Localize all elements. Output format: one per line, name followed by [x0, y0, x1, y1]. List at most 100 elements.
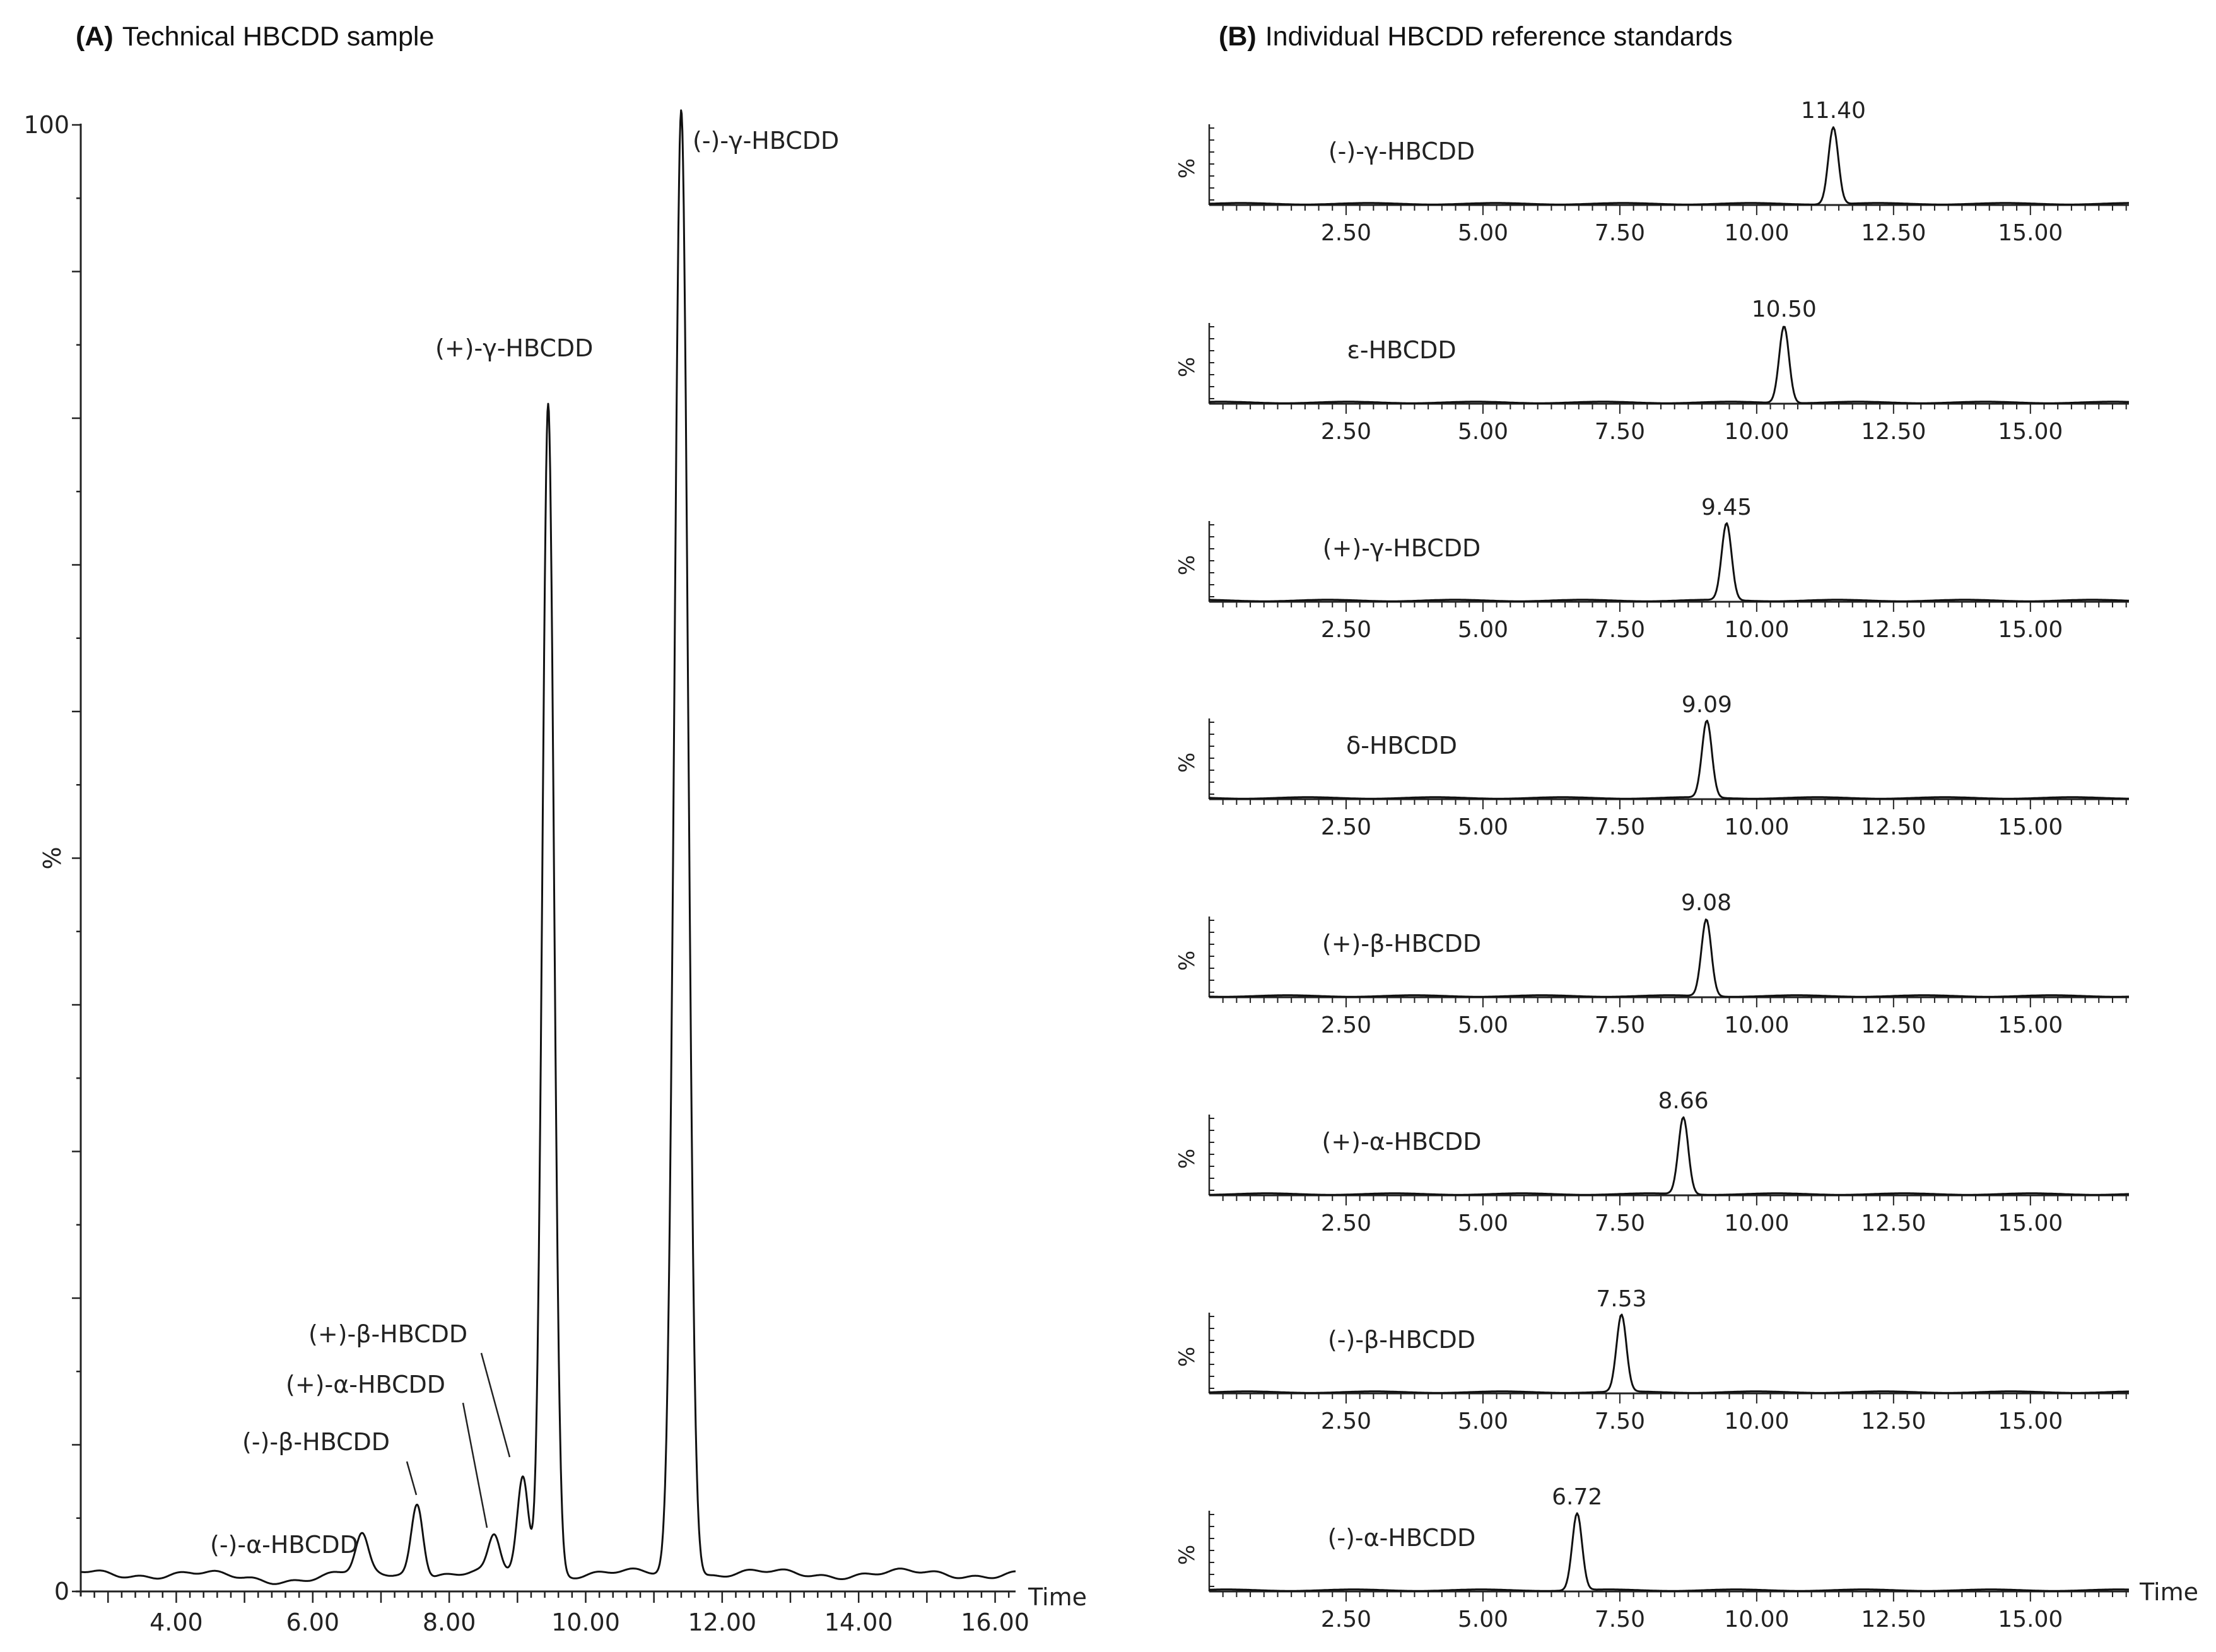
- panel-b-chromatogram-trace: [1209, 1512, 2130, 1592]
- panel-b-x-tick-label: 7.50: [1595, 617, 1645, 643]
- panel-b-y-axis-label: %: [1175, 753, 1200, 773]
- panel-b-x-tick-label: 2.50: [1321, 220, 1371, 246]
- panel-a-peak-label: (-)-γ-HBCDD: [693, 127, 839, 155]
- panel-b-x-tick-label: 12.50: [1861, 220, 1926, 246]
- panel-b-x-tick-label: 7.50: [1595, 220, 1645, 246]
- panel-b-chromatogram-trace: [1209, 325, 2130, 404]
- panel-a-x-tick-label: 10.00: [551, 1608, 620, 1636]
- panel-b-x-tick-label: 12.50: [1861, 419, 1926, 445]
- panel-b-x-tick-label: 12.50: [1861, 1210, 1926, 1236]
- panel-b-x-tick-label: 5.00: [1458, 1012, 1508, 1038]
- panel-b-x-tick-label: 5.00: [1458, 220, 1508, 246]
- panel-b-title: (B) Individual HBCDD reference standards: [1219, 21, 1733, 52]
- panel-b-y-axis-label: %: [1175, 951, 1200, 971]
- panel-b-x-tick-label: 15.00: [1998, 1607, 2063, 1632]
- panel-a-peak-leader-line: [480, 1352, 511, 1458]
- panel-b-peak-retention-label: 7.53: [1596, 1286, 1646, 1312]
- panel-b-x-tick-label: 15.00: [1998, 1409, 2063, 1434]
- panel-b-chromatogram-trace: [1209, 126, 2129, 206]
- panel-b-x-tick-label: 12.50: [1861, 1012, 1926, 1038]
- panel-b-peak-retention-label: 9.08: [1681, 890, 1732, 916]
- panel-b-title-text: Individual HBCDD reference standards: [1265, 21, 1733, 52]
- panel-b-x-tick-label: 7.50: [1595, 814, 1645, 840]
- panel-b-chromatogram-trace: [1209, 918, 2130, 998]
- panel-b-y-axis-label: %: [1175, 158, 1200, 179]
- panel-b-series-name: (-)-α-HBCDD: [1328, 1524, 1476, 1552]
- panel-b-x-tick-label: 7.50: [1595, 1607, 1645, 1632]
- panel-b-chromatogram-trace: [1209, 720, 2129, 800]
- panel-b-x-tick-label: 15.00: [1998, 617, 2063, 643]
- panel-b-peak-retention-label: 6.72: [1552, 1484, 1602, 1510]
- panel-a-peak-label: (+)-α-HBCDD: [286, 1371, 445, 1398]
- panel-b-peak-retention-label: 9.09: [1682, 692, 1732, 718]
- panel-a-x-tick-label: 6.00: [286, 1608, 339, 1636]
- panel-a-x-tick-label: 16.00: [961, 1608, 1029, 1636]
- panel-b-y-axis-label: %: [1175, 1149, 1200, 1169]
- panel-b-x-tick-label: 5.00: [1458, 814, 1508, 840]
- panel-b-title-tag: (B): [1219, 21, 1257, 52]
- panel-b-x-tick-label: 10.00: [1724, 1607, 1789, 1632]
- panel-a-chart: 0 100% 4.00 6.00 8.00 10.00 12.00 14.00 16.00Tim…: [23, 109, 1087, 1636]
- panel-b-x-tick-label: 10.00: [1724, 1409, 1789, 1434]
- panel-b-charts: % 2.50 5.00 7.50 10.00 12.50 15.00 11.40 (-)-γ-H…: [1175, 98, 2198, 1632]
- panel-b-y-axis-label: %: [1175, 357, 1200, 377]
- panel-b-peak-retention-label: 9.45: [1701, 495, 1752, 520]
- panel-b-chromatogram-trace: [1209, 1313, 2130, 1394]
- panel-b-x-tick-label: 12.50: [1861, 1409, 1926, 1434]
- panel-b-subplot: % 2.50 5.00 7.50 10.00 12.50 15.00 8.66 (+)-α-HB…: [1175, 1088, 2130, 1236]
- panel-b-series-name: (-)-β-HBCDD: [1328, 1326, 1475, 1354]
- panel-b-x-tick-label: 2.50: [1321, 1210, 1371, 1236]
- panel-b-x-tick-label: 15.00: [1998, 1210, 2063, 1236]
- panel-b-x-tick-label: 5.00: [1458, 1210, 1508, 1236]
- panel-a-x-tick-label: 14.00: [824, 1608, 893, 1636]
- panel-a-chromatogram-trace: [80, 109, 1016, 1585]
- panel-a-y-tick-label: 0: [54, 1578, 69, 1605]
- panel-a-x-axis-label: Time: [1028, 1583, 1087, 1611]
- panel-b-x-tick-label: 7.50: [1595, 1409, 1645, 1434]
- panel-a-y-tick-label: 100: [23, 111, 69, 139]
- panel-b-x-tick-label: 15.00: [1998, 220, 2063, 246]
- panel-b-x-tick-label: 2.50: [1321, 419, 1371, 445]
- panel-a-title-tag: (A): [76, 21, 114, 52]
- panel-b-chromatogram-trace: [1209, 1116, 2130, 1196]
- panel-b-series-name: (+)-γ-HBCDD: [1323, 534, 1480, 562]
- panel-b-x-tick-label: 10.00: [1724, 617, 1789, 643]
- panel-b-y-axis-label: %: [1175, 555, 1200, 575]
- panel-b-x-tick-label: 7.50: [1595, 1210, 1645, 1236]
- panel-b-x-tick-label: 7.50: [1595, 1012, 1645, 1038]
- panel-b-x-tick-label: 2.50: [1321, 1409, 1371, 1434]
- panel-b-series-name: (-)-γ-HBCDD: [1328, 138, 1475, 165]
- panel-b-series-name: δ-HBCDD: [1346, 732, 1457, 759]
- panel-b-x-tick-label: 2.50: [1321, 617, 1371, 643]
- panel-a-x-tick-label: 8.00: [423, 1608, 476, 1636]
- panel-b-peak-retention-label: 10.50: [1752, 296, 1817, 322]
- panel-b-x-tick-label: 10.00: [1724, 814, 1789, 840]
- panel-b-subplot: % 2.50 5.00 7.50 10.00 12.50 15.00 9.45 (+)-γ-HB…: [1175, 495, 2130, 643]
- panel-a-x-tick-label: 4.00: [149, 1608, 203, 1636]
- panel-a-peak-label: (+)-β-HBCDD: [308, 1320, 467, 1348]
- panel-b-x-tick-label: 15.00: [1998, 419, 2063, 445]
- panel-b-series-name: (+)-β-HBCDD: [1322, 930, 1481, 958]
- panel-b-x-tick-label: 15.00: [1998, 814, 2063, 840]
- panel-b-x-tick-label: 10.00: [1724, 220, 1789, 246]
- panel-a-peak-leader-line: [406, 1461, 418, 1496]
- panel-b-subplot: % 2.50 5.00 7.50 10.00 12.50 15.00 6.72 (-)-α-HB…: [1175, 1484, 2198, 1632]
- panel-b-x-tick-label: 10.00: [1724, 419, 1789, 445]
- panel-b-x-tick-label: 5.00: [1458, 617, 1508, 643]
- panel-b-peak-retention-label: 11.40: [1801, 98, 1866, 124]
- panel-b-subplot: % 2.50 5.00 7.50 10.00 12.50 15.00 11.40 (-)-γ-H…: [1175, 98, 2129, 246]
- panel-b-x-tick-label: 15.00: [1998, 1012, 2063, 1038]
- panel-b-chromatogram-trace: [1209, 522, 2130, 602]
- panel-b-x-tick-label: 2.50: [1321, 1607, 1371, 1632]
- panel-b-x-tick-label: 10.00: [1724, 1210, 1789, 1236]
- panel-b-series-name: ε-HBCDD: [1347, 336, 1456, 364]
- panel-b-x-axis-label: Time: [2139, 1578, 2198, 1606]
- panel-b-x-tick-label: 5.00: [1458, 1607, 1508, 1632]
- panel-b-y-axis-label: %: [1175, 1347, 1200, 1367]
- panel-a-peak-label: (+)-γ-HBCDD: [435, 334, 593, 362]
- panel-b-subplot: % 2.50 5.00 7.50 10.00 12.50 15.00 10.50 ε-HBCDD: [1175, 296, 2130, 445]
- panel-b-series-name: (+)-α-HBCDD: [1322, 1128, 1482, 1156]
- panel-b-x-tick-label: 12.50: [1861, 1607, 1926, 1632]
